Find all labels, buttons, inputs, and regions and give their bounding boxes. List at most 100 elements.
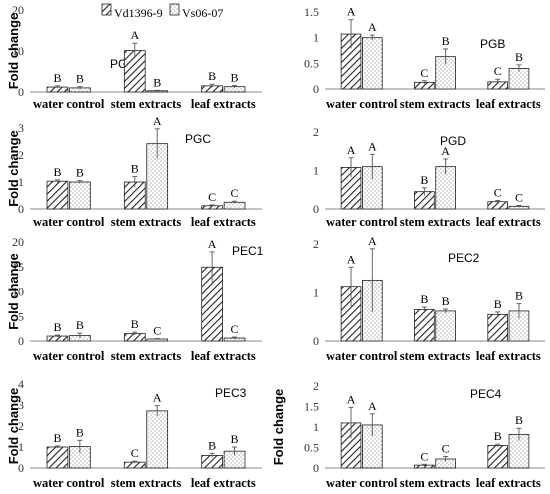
y-tick-label: 0.5 [304, 56, 319, 70]
panel-title: PGB [480, 37, 505, 51]
significance-letter: C [494, 186, 502, 200]
y-tick-label: 1 [313, 164, 319, 178]
significance-letter: B [231, 70, 239, 84]
x-tick-label: stem extracts [400, 349, 471, 363]
significance-letter: B [131, 317, 139, 331]
y-tick-label: 10 [12, 285, 24, 299]
significance-letter: B [515, 413, 523, 427]
significance-letter: A [208, 237, 217, 251]
bar-vs06-07-0 [69, 181, 91, 210]
y-tick-label: 0 [313, 82, 319, 96]
significance-letter: B [76, 425, 84, 439]
y-tick-label: 0.5 [304, 441, 319, 455]
y-tick-label: 0 [313, 334, 319, 348]
y-tick-label: 1 [313, 420, 319, 434]
significance-letter: B [53, 431, 61, 445]
y-tick-label: 0 [18, 334, 24, 348]
x-tick-label: water control [33, 476, 105, 490]
y-tick-label: 2 [313, 379, 319, 393]
x-tick-label: leaf extracts [476, 476, 541, 490]
x-tick-label: water control [326, 97, 398, 111]
significance-letter: B [131, 162, 139, 176]
bar-vs06-07-0 [361, 37, 383, 90]
x-tick-label: stem extracts [400, 97, 471, 111]
x-tick-label: water control [326, 349, 398, 363]
significance-letter: C [231, 322, 239, 336]
significance-letter: B [208, 69, 216, 83]
bar-vd1396-9-1 [414, 309, 435, 342]
x-tick-label: water control [33, 215, 105, 229]
panel-title: PEC3 [215, 386, 247, 400]
significance-letter: B [494, 429, 502, 443]
x-tick-label: stem extracts [400, 215, 471, 229]
legend-label-0: Vd1396-9 [114, 6, 163, 20]
significance-letter: A [347, 143, 356, 157]
significance-letter: B [515, 50, 523, 64]
significance-letter: B [420, 173, 428, 187]
y-tick-label: 20 [12, 235, 24, 249]
bar-vs06-07-1 [146, 410, 169, 469]
y-axis-label: Fold change [6, 13, 21, 90]
significance-letter: A [368, 139, 377, 153]
significance-letter: C [153, 324, 161, 338]
significance-letter: C [494, 64, 502, 78]
y-tick-label: 4 [18, 377, 24, 391]
significance-letter: A [347, 5, 356, 19]
y-tick-label: 0 [18, 461, 24, 475]
significance-letter: A [368, 234, 377, 248]
significance-letter: B [53, 320, 61, 334]
y-axis-label: Fold change [6, 388, 21, 465]
legend: Vd1396-9 Vs06-07 [101, 3, 223, 20]
significance-letter: B [442, 34, 450, 48]
x-tick-label: leaf extracts [476, 97, 541, 111]
significance-letter: A [368, 399, 377, 413]
x-tick-label: leaf extracts [191, 97, 256, 111]
y-tick-label: 2 [313, 237, 319, 251]
x-tick-label: leaf extracts [191, 349, 256, 363]
x-tick-label: stem extracts [111, 97, 182, 111]
y-tick-label: 1.5 [304, 400, 319, 414]
legend-label-1: Vs06-07 [182, 6, 223, 20]
significance-letter: B [53, 71, 61, 85]
panel-title: PGD [440, 134, 466, 148]
significance-letter: A [153, 391, 162, 405]
significance-letter: B [442, 294, 450, 308]
significance-letter: B [420, 292, 428, 306]
y-tick-label: 3 [18, 121, 24, 135]
bar-vd1396-9-0 [46, 180, 69, 210]
significance-letter: B [76, 72, 84, 86]
significance-letter: A [347, 252, 356, 266]
legend-item-1: Vs06-07 [169, 3, 223, 20]
y-tick-label: 1 [18, 175, 24, 189]
panel-pec4: 0 0.5 1 1.5 2 Fold change PEC4 water control A As… [271, 379, 545, 490]
significance-letter: B [153, 75, 161, 89]
legend-item-0: Vd1396-9 [101, 3, 163, 20]
significance-letter: B [494, 297, 502, 311]
y-axis-label: Fold change [271, 389, 286, 466]
y-tick-label: 2 [313, 125, 319, 139]
y-axis-label: Fold change [6, 253, 21, 330]
bar-vd1396-9-2 [487, 445, 508, 469]
y-tick-label: 1 [313, 286, 319, 300]
x-tick-label: water control [33, 349, 105, 363]
significance-letter: A [368, 20, 377, 34]
y-axis-label: Fold change [6, 130, 21, 207]
bar-vs06-07-1 [435, 310, 456, 342]
significance-letter: B [515, 289, 523, 303]
significance-letter: B [76, 166, 84, 180]
x-tick-label: stem extracts [111, 215, 182, 229]
panel-title: PGC [185, 132, 211, 146]
x-tick-label: stem extracts [111, 476, 182, 490]
bar-vd1396-9-2 [487, 313, 508, 342]
y-tick-label: 3 [18, 398, 24, 412]
y-tick-label: 0 [313, 202, 319, 216]
y-tick-label: 1 [18, 440, 24, 454]
significance-letter: A [130, 28, 139, 42]
x-tick-label: leaf extracts [191, 476, 256, 490]
